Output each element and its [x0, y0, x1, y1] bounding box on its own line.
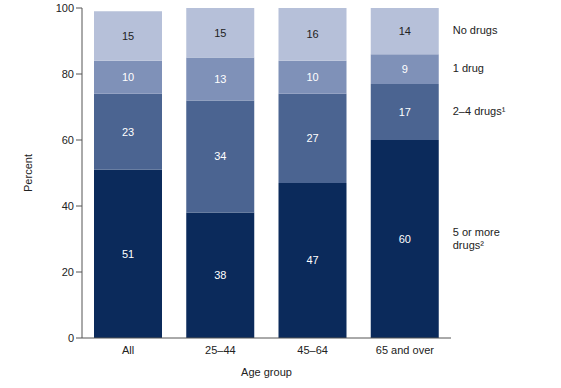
svg-text:13: 13 [214, 73, 226, 85]
svg-text:5 or moredrugs²: 5 or moredrugs² [453, 225, 500, 250]
svg-text:47: 47 [306, 254, 318, 266]
svg-text:16: 16 [306, 28, 318, 40]
svg-text:15: 15 [122, 30, 134, 42]
svg-text:51: 51 [122, 248, 134, 260]
svg-text:Percent: Percent [22, 154, 34, 192]
svg-text:20: 20 [62, 266, 74, 278]
svg-text:10: 10 [122, 71, 134, 83]
svg-text:100: 100 [56, 2, 74, 14]
svg-text:14: 14 [399, 25, 411, 37]
svg-text:15: 15 [214, 27, 226, 39]
svg-text:65 and over: 65 and over [376, 344, 434, 356]
svg-text:2–4 drugs¹: 2–4 drugs¹ [453, 105, 506, 117]
svg-text:27: 27 [306, 132, 318, 144]
svg-text:80: 80 [62, 68, 74, 80]
svg-text:17: 17 [399, 106, 411, 118]
svg-text:No drugs: No drugs [453, 24, 498, 36]
svg-text:45–64: 45–64 [297, 344, 328, 356]
svg-text:0: 0 [68, 332, 74, 344]
svg-text:10: 10 [306, 71, 318, 83]
svg-text:60: 60 [62, 134, 74, 146]
svg-text:9: 9 [402, 63, 408, 75]
svg-text:All: All [122, 344, 134, 356]
svg-text:38: 38 [214, 269, 226, 281]
svg-text:60: 60 [399, 233, 411, 245]
svg-text:25–44: 25–44 [205, 344, 236, 356]
svg-text:23: 23 [122, 126, 134, 138]
svg-text:40: 40 [62, 200, 74, 212]
svg-text:34: 34 [214, 150, 226, 162]
svg-text:Age group: Age group [241, 366, 292, 378]
svg-text:1 drug: 1 drug [453, 62, 484, 74]
